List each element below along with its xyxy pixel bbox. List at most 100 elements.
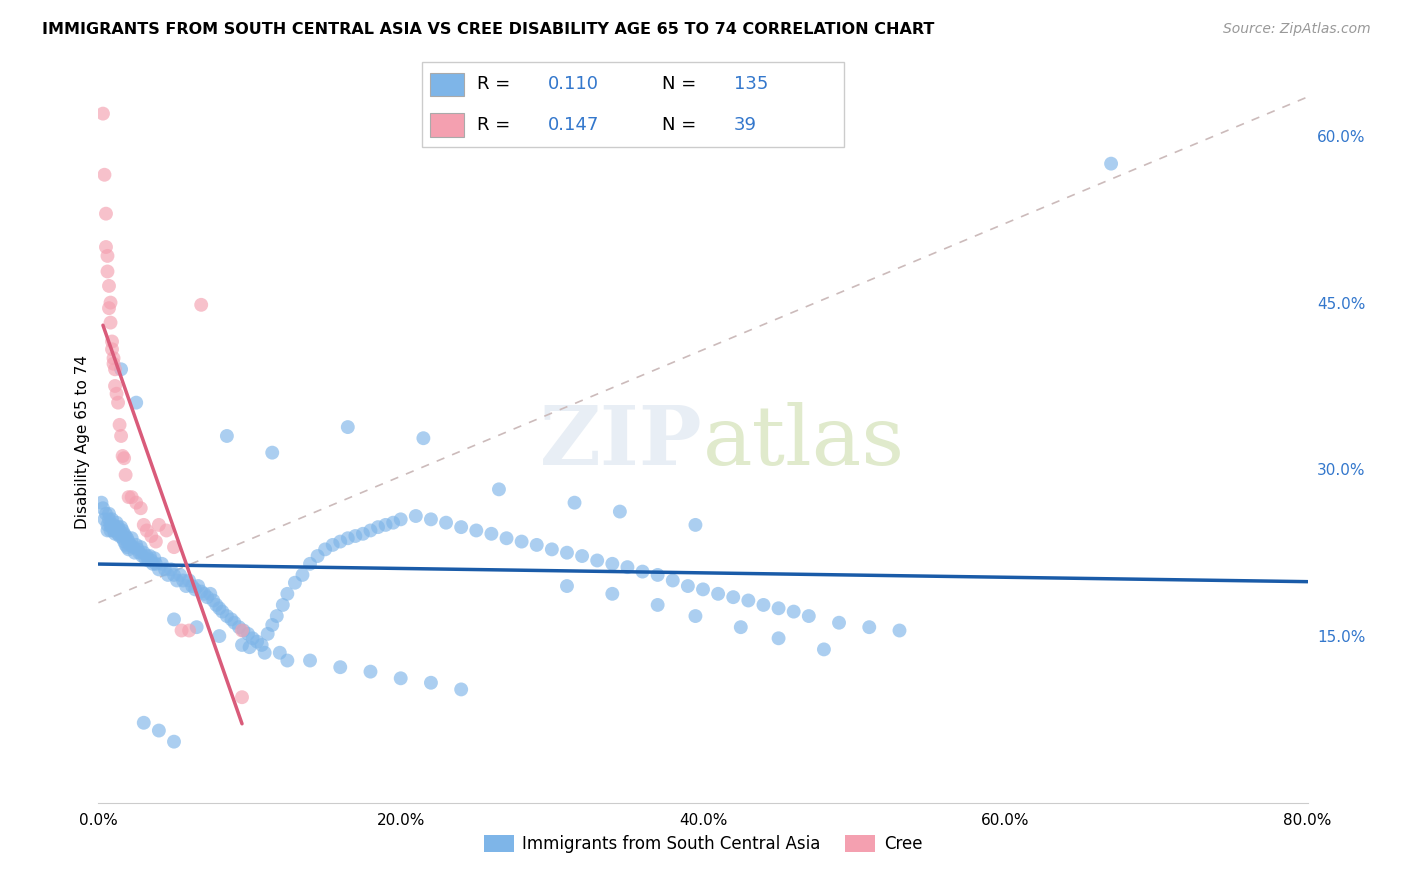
Text: 135: 135 bbox=[734, 76, 768, 94]
Point bbox=[105, 516, 128, 530]
Point bbox=[118, 490, 141, 504]
Point bbox=[172, 574, 194, 588]
Point bbox=[481, 526, 503, 541]
Point bbox=[94, 240, 117, 254]
Point bbox=[730, 620, 752, 634]
Point bbox=[215, 429, 238, 443]
Point bbox=[100, 295, 122, 310]
Point bbox=[276, 587, 298, 601]
Point bbox=[110, 526, 132, 541]
Point bbox=[215, 609, 238, 624]
Point bbox=[564, 496, 586, 510]
Point bbox=[661, 574, 683, 588]
Point bbox=[111, 449, 134, 463]
Text: 39: 39 bbox=[734, 116, 756, 134]
Point bbox=[336, 531, 359, 545]
Point bbox=[186, 620, 208, 634]
Text: atlas: atlas bbox=[703, 401, 905, 482]
Point bbox=[112, 526, 135, 541]
Point bbox=[107, 526, 129, 541]
Point bbox=[195, 590, 218, 604]
Point bbox=[128, 546, 150, 560]
Point bbox=[231, 690, 253, 705]
Point bbox=[142, 557, 165, 571]
Point bbox=[329, 534, 352, 549]
Point bbox=[828, 615, 851, 630]
Point bbox=[336, 420, 359, 434]
Point bbox=[231, 638, 253, 652]
Point bbox=[193, 587, 215, 601]
Point bbox=[239, 640, 262, 655]
Point bbox=[103, 351, 125, 366]
Point bbox=[276, 653, 298, 667]
Point bbox=[181, 579, 204, 593]
Point bbox=[752, 598, 775, 612]
Point bbox=[101, 343, 124, 357]
Text: ZIP: ZIP bbox=[540, 401, 703, 482]
Bar bbox=[430, 113, 464, 137]
Point bbox=[405, 508, 427, 523]
Point bbox=[269, 646, 291, 660]
Point bbox=[100, 517, 122, 532]
Point bbox=[768, 601, 790, 615]
Point bbox=[101, 512, 124, 526]
Point bbox=[132, 546, 155, 560]
Point bbox=[360, 665, 382, 679]
Point bbox=[242, 632, 264, 646]
Point bbox=[253, 646, 276, 660]
Point bbox=[96, 264, 118, 278]
Point bbox=[374, 517, 396, 532]
Point bbox=[602, 587, 624, 601]
Point bbox=[692, 582, 714, 597]
Point bbox=[139, 549, 162, 563]
Point bbox=[211, 605, 233, 619]
Point bbox=[526, 538, 548, 552]
Point bbox=[121, 490, 143, 504]
Point bbox=[450, 682, 472, 697]
Point bbox=[250, 638, 273, 652]
Point bbox=[208, 601, 231, 615]
Point bbox=[103, 517, 125, 532]
Point bbox=[110, 362, 132, 376]
Point bbox=[143, 551, 166, 566]
Point bbox=[101, 520, 124, 534]
Point bbox=[314, 542, 336, 557]
Point bbox=[103, 357, 125, 371]
Point bbox=[118, 542, 141, 557]
Point bbox=[723, 590, 745, 604]
Point bbox=[262, 445, 284, 459]
Point bbox=[322, 538, 344, 552]
Point bbox=[110, 520, 132, 534]
Point bbox=[685, 517, 707, 532]
Point bbox=[166, 574, 188, 588]
Point bbox=[307, 549, 329, 563]
Point bbox=[112, 451, 135, 466]
Point bbox=[96, 524, 118, 538]
Point bbox=[118, 534, 141, 549]
Point bbox=[101, 334, 124, 349]
Point bbox=[609, 505, 631, 519]
Point bbox=[104, 520, 127, 534]
Point bbox=[352, 526, 374, 541]
Point bbox=[510, 534, 533, 549]
Legend: Immigrants from South Central Asia, Cree: Immigrants from South Central Asia, Cree bbox=[477, 828, 929, 860]
Point bbox=[344, 529, 367, 543]
Point bbox=[129, 540, 152, 554]
Point bbox=[100, 524, 122, 538]
Point bbox=[153, 562, 176, 576]
Point bbox=[284, 575, 307, 590]
Bar bbox=[430, 72, 464, 96]
Point bbox=[114, 538, 136, 552]
Point bbox=[783, 605, 806, 619]
Point bbox=[382, 516, 405, 530]
Point bbox=[858, 620, 880, 634]
Point bbox=[707, 587, 730, 601]
Point bbox=[291, 568, 314, 582]
Point bbox=[103, 524, 125, 538]
Point bbox=[111, 531, 134, 545]
Point bbox=[179, 574, 201, 588]
Point bbox=[104, 526, 127, 541]
Point bbox=[190, 584, 212, 599]
Point bbox=[163, 612, 186, 626]
Point bbox=[120, 538, 142, 552]
